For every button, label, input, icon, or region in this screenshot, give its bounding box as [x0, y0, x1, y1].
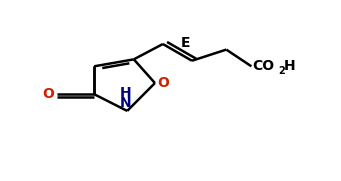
Text: H: H [284, 59, 296, 73]
Text: E: E [181, 36, 190, 50]
Text: CO: CO [253, 59, 275, 73]
Text: O: O [158, 76, 169, 90]
Text: H: H [120, 87, 132, 100]
Text: O: O [43, 87, 55, 101]
Text: 2: 2 [278, 66, 285, 76]
Text: N: N [120, 96, 132, 110]
